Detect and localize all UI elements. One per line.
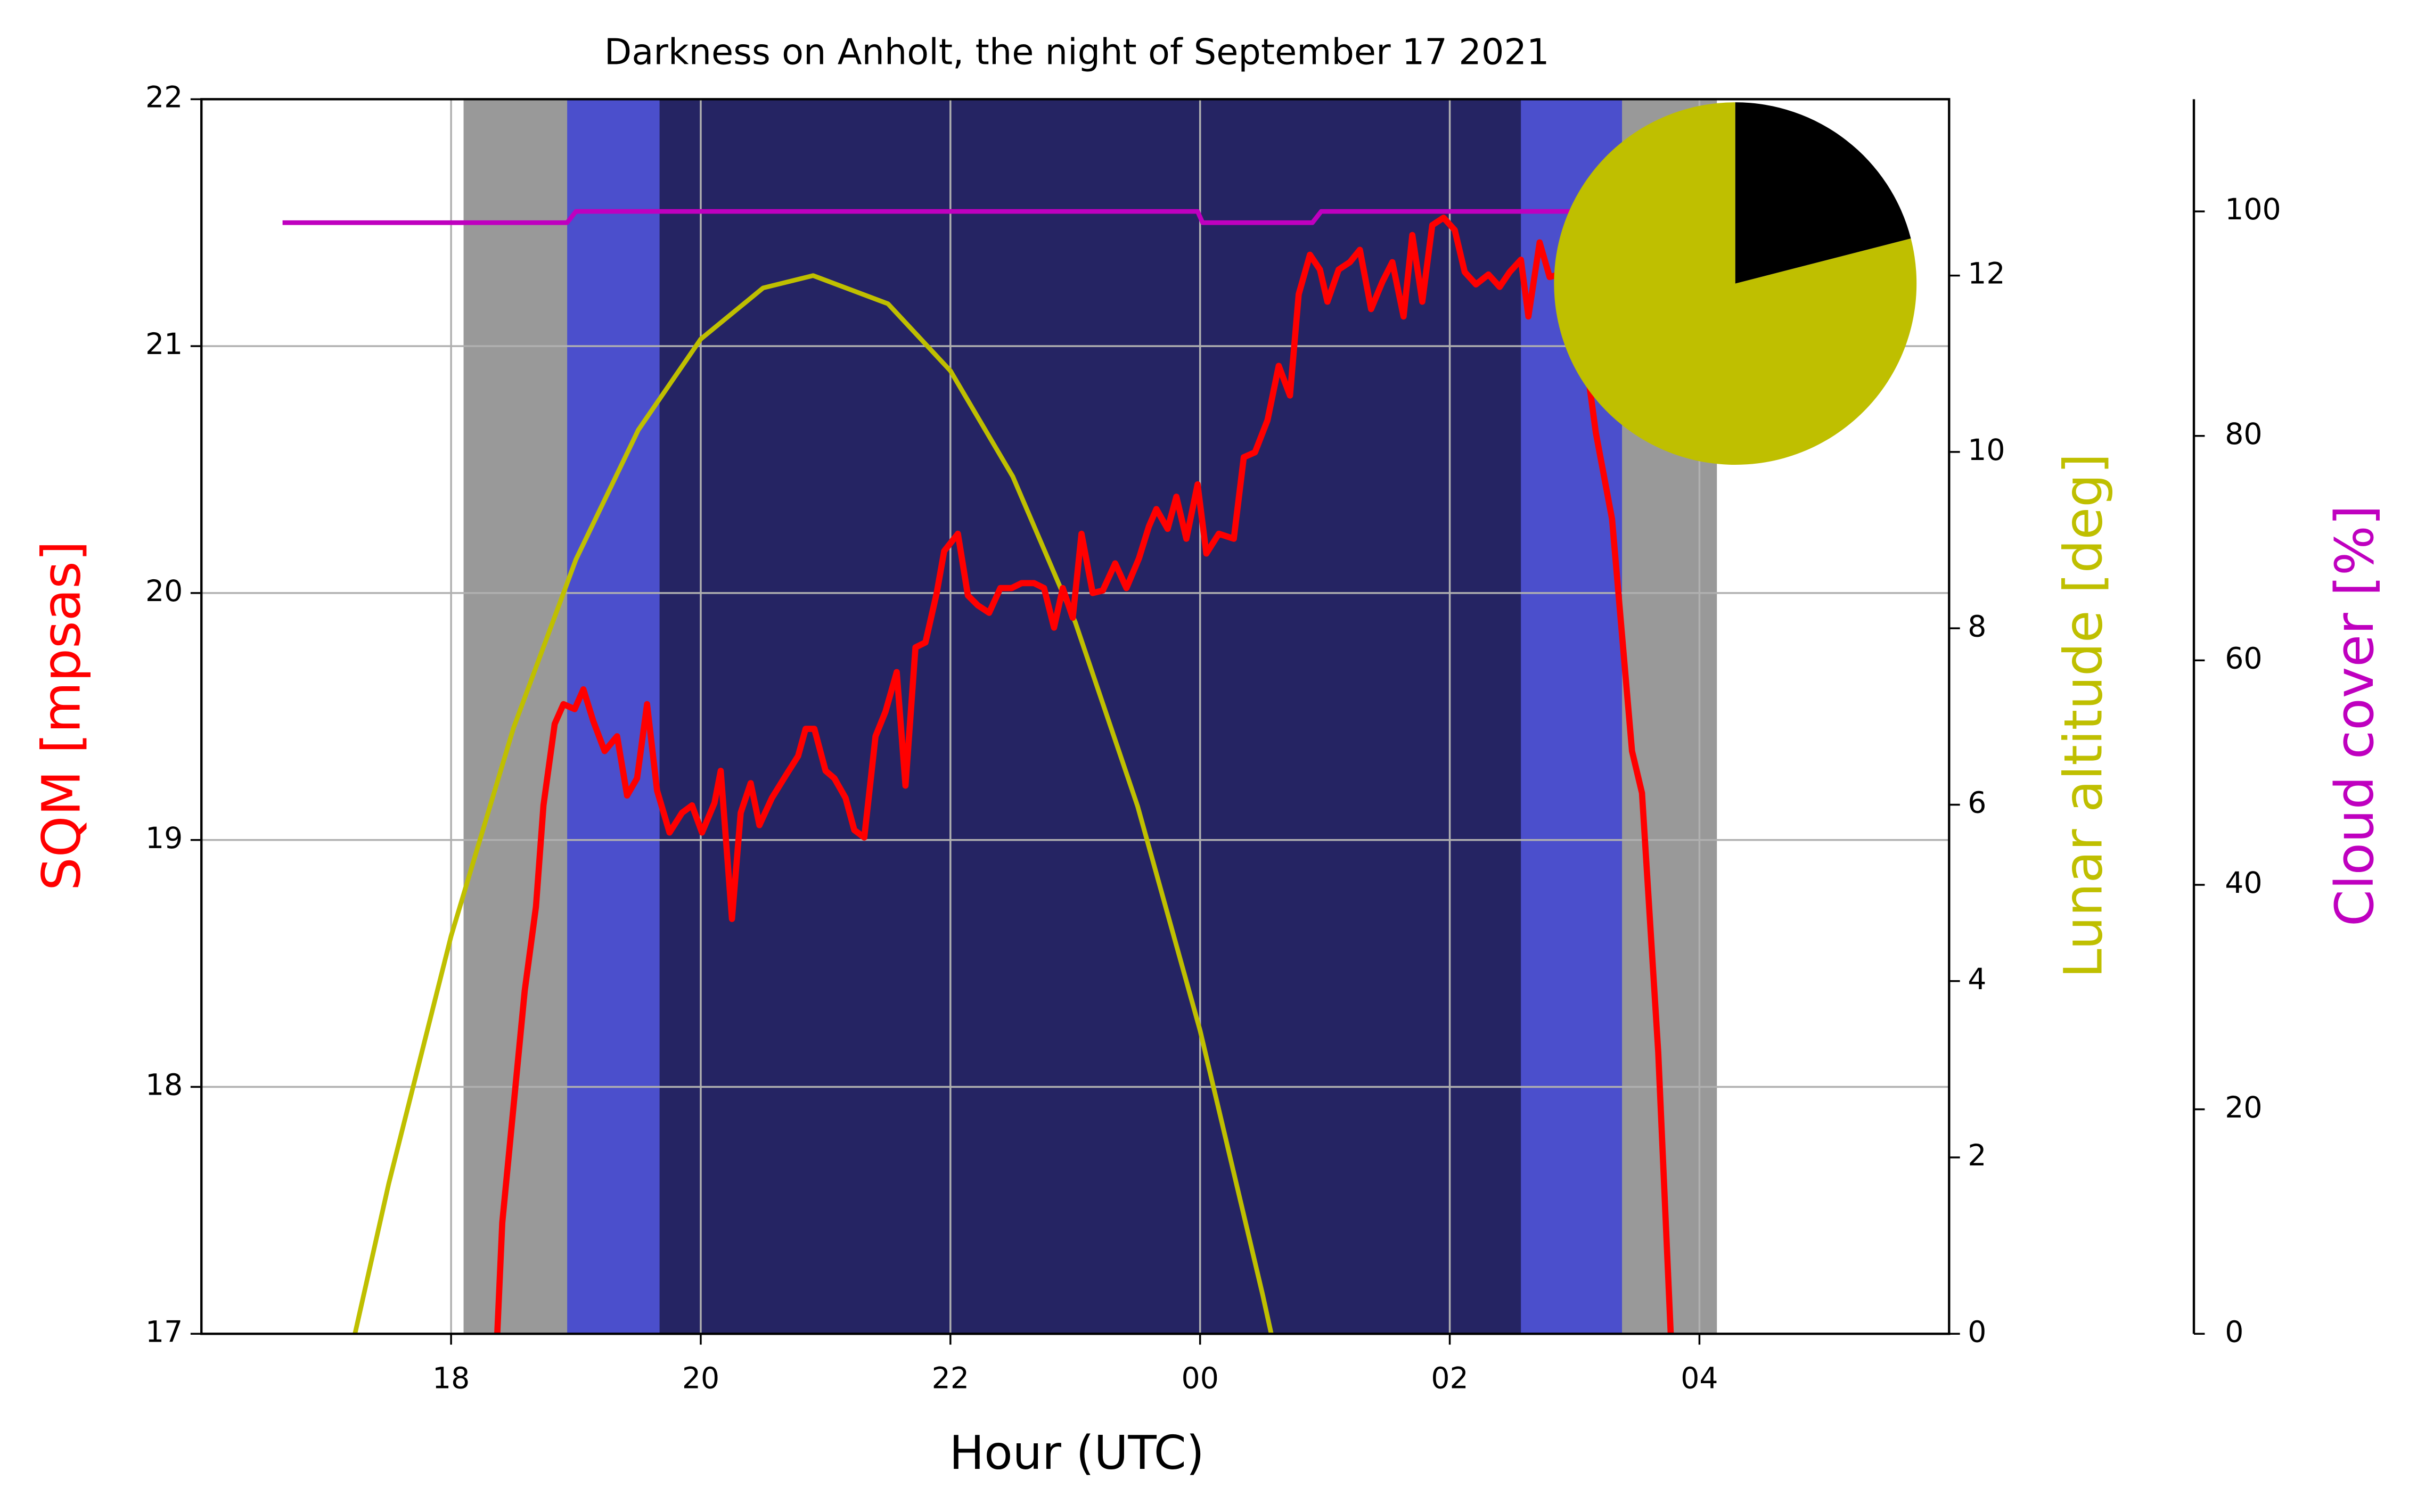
x-tick-label: 20 <box>682 1362 719 1396</box>
pie-slice <box>1554 102 1917 465</box>
y2-tick-label: 0 <box>1968 1315 1986 1349</box>
y3-tick-label: 0 <box>2225 1315 2243 1349</box>
y2-tick-label: 8 <box>1968 610 1986 644</box>
y-tick-label: 17 <box>145 1315 183 1349</box>
series-line <box>353 273 1274 1335</box>
y-tick-label: 20 <box>145 574 183 609</box>
y-tick-label: 22 <box>145 80 183 114</box>
x-tick-label: 00 <box>1182 1362 1219 1396</box>
y-axis-label: SQM [mpsas] <box>31 541 93 891</box>
y2-tick-label: 10 <box>1968 433 2005 467</box>
y-tick-label: 19 <box>145 821 183 856</box>
series-line <box>494 215 1674 1334</box>
y2-tick-label: 12 <box>1968 257 2005 291</box>
y2-tick-label: 6 <box>1968 786 1986 820</box>
pie-slice <box>1735 102 1911 284</box>
series-line <box>282 209 1700 225</box>
twilight-band <box>659 99 1521 1334</box>
chart-title: Darkness on Anholt, the night of Septemb… <box>604 31 1550 72</box>
y3-axis-label: Cloud cover [%] <box>2324 505 2386 926</box>
x-axis-label: Hour (UTC) <box>949 1426 1205 1480</box>
y3-tick-label: 100 <box>2225 193 2281 227</box>
y3-tick-label: 40 <box>2225 866 2262 900</box>
y2-tick-label: 2 <box>1968 1139 1986 1173</box>
x-tick-label: 02 <box>1431 1362 1468 1396</box>
x-tick-label: 04 <box>1681 1362 1718 1396</box>
y-tick-label: 21 <box>145 327 183 361</box>
x-tick-label: 22 <box>932 1362 969 1396</box>
y3-tick-label: 60 <box>2225 642 2262 676</box>
y3-tick-label: 80 <box>2225 417 2262 451</box>
y2-tick-label: 4 <box>1968 963 1986 997</box>
y3-tick-label: 20 <box>2225 1091 2262 1125</box>
x-tick-label: 18 <box>432 1362 470 1396</box>
y-tick-label: 18 <box>145 1069 183 1103</box>
y2-axis-label: Lunar altitude [deg] <box>2053 453 2115 978</box>
plot-frame <box>200 98 1951 1335</box>
